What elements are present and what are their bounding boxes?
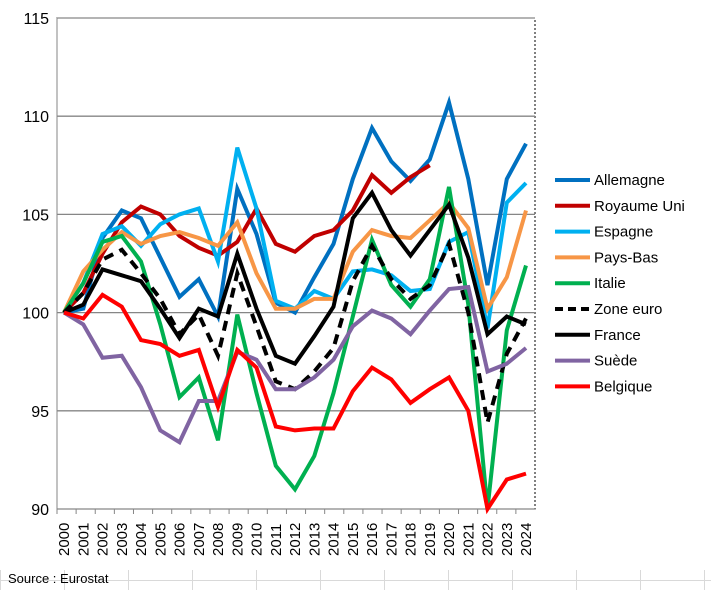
- legend-label: Belgique: [594, 378, 652, 395]
- x-tick-label: 2009: [229, 523, 246, 556]
- y-tick-label: 100: [22, 306, 49, 323]
- chart-area: 90 95 100 105 110 115 2000 2001 2002 2003 2004 2005…: [22, 11, 685, 556]
- x-tick-label: 2020: [441, 523, 458, 556]
- y-tick-label: 110: [23, 109, 49, 126]
- x-tick-label: 2018: [403, 523, 420, 556]
- x-tick-label: 2008: [210, 523, 227, 556]
- y-tick-label: 115: [23, 11, 49, 28]
- source-note: Source : Eurostat: [8, 571, 109, 586]
- x-tick-label: 2005: [152, 523, 169, 556]
- x-tick-label: 2021: [460, 523, 477, 556]
- series-line-royaume-uni: [62, 163, 431, 315]
- x-tick-label: 2002: [95, 523, 112, 556]
- x-tick-label: 2010: [249, 523, 266, 556]
- x-tick-label: 2001: [75, 523, 92, 556]
- y-tick-label: 90: [31, 502, 49, 519]
- series-line-italie: [62, 186, 528, 510]
- series-line-belgique: [63, 292, 527, 515]
- line-chart: 90 95 100 105 110 115 2000 2001 2002 2003 2004 2005…: [22, 11, 685, 556]
- x-tick-label: 2004: [133, 523, 150, 556]
- x-tick-label: 2014: [326, 523, 343, 556]
- legend-label: France: [594, 327, 641, 344]
- x-tick-label: 2015: [345, 523, 362, 556]
- x-tick-label: 2013: [306, 523, 323, 556]
- x-tick-label: 2006: [172, 523, 189, 556]
- x-tick-label: 2011: [268, 524, 285, 556]
- x-tick-label: 2023: [499, 523, 516, 556]
- series-line-allemagne: [63, 95, 528, 323]
- legend-label: Allemagne: [594, 172, 665, 189]
- series-line-france: [63, 189, 527, 367]
- legend-label: Zone euro: [594, 301, 662, 318]
- x-tick-label: 2017: [383, 523, 400, 556]
- legend-label: Royaume Uni: [594, 198, 685, 215]
- x-tick-label: 2024: [518, 523, 535, 556]
- legend-label: Suède: [594, 353, 637, 370]
- y-tick-label: 95: [31, 404, 49, 421]
- x-tick-label: 2007: [191, 523, 208, 556]
- legend-label: Italie: [594, 275, 626, 292]
- y-tick-label: 105: [22, 207, 49, 224]
- x-tick-label: 2022: [480, 523, 497, 556]
- x-tick-label: 2016: [364, 523, 381, 556]
- legend-label: Pays-Bas: [594, 249, 658, 266]
- x-tick-label: 2012: [287, 523, 304, 556]
- x-tick-label: 2003: [114, 523, 131, 556]
- x-tick-label: 2000: [56, 523, 73, 556]
- x-tick-label: 2019: [422, 523, 439, 556]
- series-line-suède: [62, 284, 528, 446]
- legend-label: Espagne: [594, 224, 653, 241]
